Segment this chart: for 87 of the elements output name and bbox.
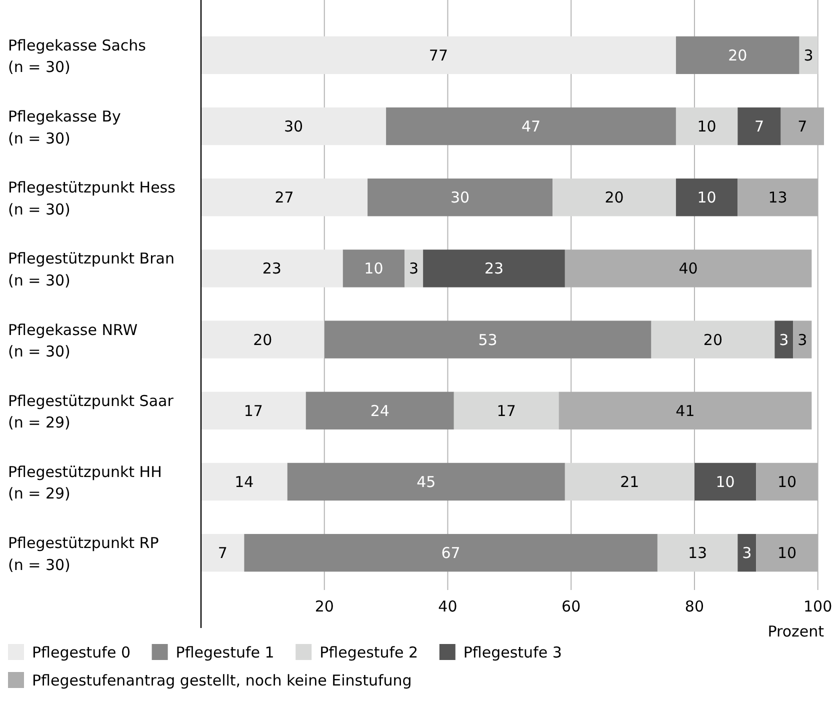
data-label: 10 bbox=[777, 544, 797, 562]
data-label: 7 bbox=[798, 118, 808, 136]
data-label: 47 bbox=[521, 118, 541, 136]
data-label: 3 bbox=[779, 330, 789, 349]
bar bbox=[287, 462, 565, 501]
data-label: 23 bbox=[262, 260, 282, 278]
bar bbox=[676, 178, 738, 216]
data-label: 24 bbox=[370, 402, 390, 420]
data-label: 30 bbox=[450, 188, 470, 207]
legend-label: Pflegestufe 1 bbox=[176, 643, 274, 662]
legend-label: Pflegestufe 2 bbox=[320, 643, 418, 662]
data-label: 30 bbox=[284, 118, 304, 136]
y-tick-label: Pflegestützpunkt Saar (n = 29) bbox=[8, 392, 174, 432]
x-tick-label: 100 bbox=[804, 597, 832, 616]
bar bbox=[651, 320, 775, 358]
data-label: 7 bbox=[218, 544, 228, 562]
data-label: 17 bbox=[244, 402, 263, 420]
bar bbox=[564, 462, 694, 501]
bar bbox=[324, 320, 652, 358]
bar bbox=[738, 107, 781, 146]
y-tick-label: Pflegestützpunkt HH (n = 29) bbox=[8, 462, 162, 503]
legend-label: Pflegestufenantrag gestellt, noch keine Einstufung bbox=[32, 671, 412, 690]
data-label: 17 bbox=[496, 402, 516, 420]
bar bbox=[368, 178, 553, 216]
data-label: 41 bbox=[676, 402, 695, 420]
y-tick-label: Pflegekasse NRW (n = 30) bbox=[8, 320, 138, 361]
data-label: 23 bbox=[484, 260, 504, 278]
data-label: 3 bbox=[409, 260, 419, 278]
bar bbox=[657, 534, 738, 572]
data-label: 3 bbox=[804, 46, 814, 64]
bar bbox=[423, 250, 565, 288]
data-label: 13 bbox=[688, 544, 708, 562]
data-label: 10 bbox=[697, 188, 716, 207]
bar bbox=[386, 107, 676, 146]
y-tick-label: Pflegestützpunkt Hess (n = 30) bbox=[8, 178, 176, 218]
bar bbox=[201, 320, 324, 358]
legend-label: Pflegestufe 3 bbox=[463, 643, 562, 662]
data-label: 10 bbox=[697, 118, 716, 136]
x-tick-label: 40 bbox=[438, 597, 458, 616]
bar bbox=[201, 178, 368, 216]
y-tick-label: Pflegekasse By (n = 30) bbox=[8, 108, 122, 148]
bar bbox=[201, 250, 343, 288]
bar bbox=[244, 534, 658, 572]
data-label: 20 bbox=[728, 46, 748, 64]
x-axis-title: Prozent bbox=[768, 622, 824, 640]
bar bbox=[676, 107, 738, 146]
bar bbox=[201, 107, 386, 146]
x-tick-label: 80 bbox=[684, 597, 704, 616]
bar bbox=[404, 250, 424, 288]
data-label: 14 bbox=[234, 472, 254, 491]
bar bbox=[454, 392, 559, 430]
bar bbox=[774, 320, 794, 358]
data-label: 20 bbox=[703, 330, 723, 349]
x-tick-label: 20 bbox=[314, 597, 334, 616]
data-label: 3 bbox=[798, 330, 808, 349]
data-label: 20 bbox=[253, 330, 272, 349]
data-label: 10 bbox=[777, 472, 797, 491]
data-label: 40 bbox=[678, 260, 698, 278]
legend-label: Pflegestufe 0 bbox=[32, 643, 130, 662]
bar bbox=[676, 36, 800, 74]
data-label: 20 bbox=[604, 188, 624, 207]
data-label: 7 bbox=[754, 118, 764, 136]
bar bbox=[201, 36, 676, 74]
y-tick-label: Pflegestützpunkt RP (n = 30) bbox=[8, 534, 159, 574]
bar bbox=[738, 534, 756, 572]
y-tick-label: Pflegestützpunkt Bran (n = 30) bbox=[8, 250, 174, 290]
bar bbox=[201, 392, 306, 430]
data-label: 53 bbox=[478, 330, 498, 349]
bar bbox=[793, 320, 812, 358]
data-label: 13 bbox=[768, 188, 788, 207]
data-label: 21 bbox=[620, 472, 640, 491]
bar bbox=[552, 178, 676, 216]
data-label: 27 bbox=[274, 188, 294, 207]
data-label: 67 bbox=[441, 544, 460, 562]
bar bbox=[799, 36, 818, 74]
bar bbox=[306, 392, 454, 430]
bar bbox=[694, 462, 756, 501]
x-tick-label: 60 bbox=[562, 597, 581, 616]
y-tick-label: Pflegekasse Sachs (n = 30) bbox=[8, 36, 146, 76]
data-label: 3 bbox=[742, 544, 752, 562]
data-label: 10 bbox=[364, 260, 384, 278]
data-label: 77 bbox=[428, 46, 448, 64]
bar bbox=[342, 250, 405, 288]
data-label: 10 bbox=[716, 472, 735, 491]
data-label: 45 bbox=[416, 472, 436, 491]
bar bbox=[201, 534, 244, 572]
bar bbox=[201, 462, 288, 501]
